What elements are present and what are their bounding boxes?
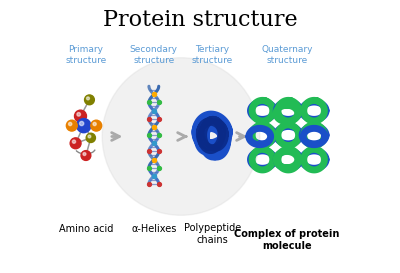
Text: Tertiary
structure: Tertiary structure [192,45,233,65]
Text: Amino acid: Amino acid [59,224,113,234]
Circle shape [83,153,86,156]
Text: Secondary
structure: Secondary structure [130,45,178,65]
Circle shape [86,133,96,143]
Circle shape [102,58,260,215]
Text: Protein structure: Protein structure [103,9,297,31]
Circle shape [88,135,91,138]
Circle shape [81,151,91,161]
Text: Polypeptide
chains: Polypeptide chains [184,224,241,245]
Circle shape [70,138,81,149]
Circle shape [74,110,86,122]
Circle shape [86,97,90,100]
Circle shape [66,120,77,131]
Circle shape [77,118,91,133]
Text: α-Helixes: α-Helixes [131,224,176,234]
Text: Quaternary
structure: Quaternary structure [261,45,313,65]
Circle shape [93,122,96,126]
Circle shape [84,95,94,105]
Circle shape [77,112,80,116]
Text: Primary
structure: Primary structure [65,45,106,65]
Circle shape [80,121,84,126]
Text: Complex of protein
molecule: Complex of protein molecule [234,229,340,251]
Circle shape [72,140,76,143]
Circle shape [91,120,102,131]
Circle shape [68,122,72,126]
